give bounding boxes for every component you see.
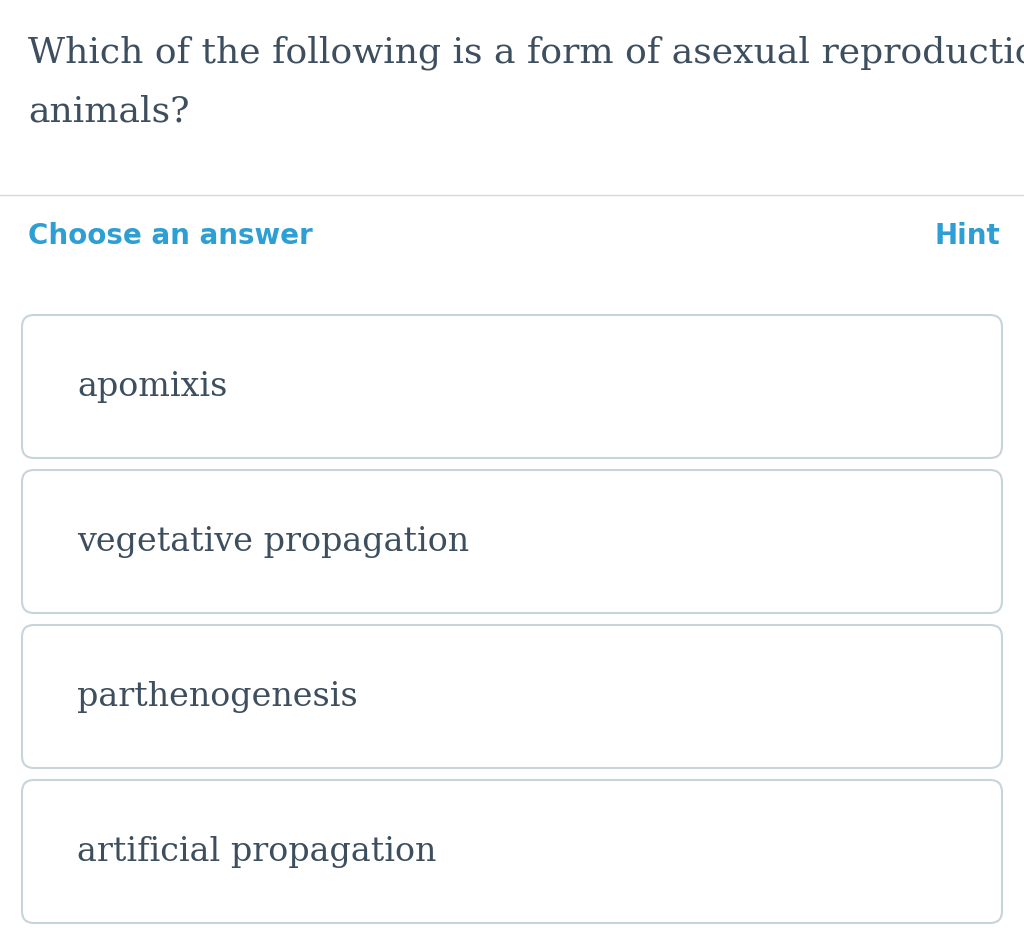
- FancyBboxPatch shape: [22, 625, 1002, 768]
- Text: Which of the following is a form of asexual reproduction in: Which of the following is a form of asex…: [28, 35, 1024, 70]
- FancyBboxPatch shape: [22, 315, 1002, 458]
- Text: animals?: animals?: [28, 95, 189, 129]
- Text: vegetative propagation: vegetative propagation: [77, 525, 469, 557]
- Text: apomixis: apomixis: [77, 370, 227, 403]
- FancyBboxPatch shape: [22, 470, 1002, 613]
- Text: artificial propagation: artificial propagation: [77, 835, 436, 868]
- Text: parthenogenesis: parthenogenesis: [77, 681, 357, 712]
- Text: Hint: Hint: [934, 222, 1000, 250]
- FancyBboxPatch shape: [22, 780, 1002, 923]
- Text: Choose an answer: Choose an answer: [28, 222, 312, 250]
